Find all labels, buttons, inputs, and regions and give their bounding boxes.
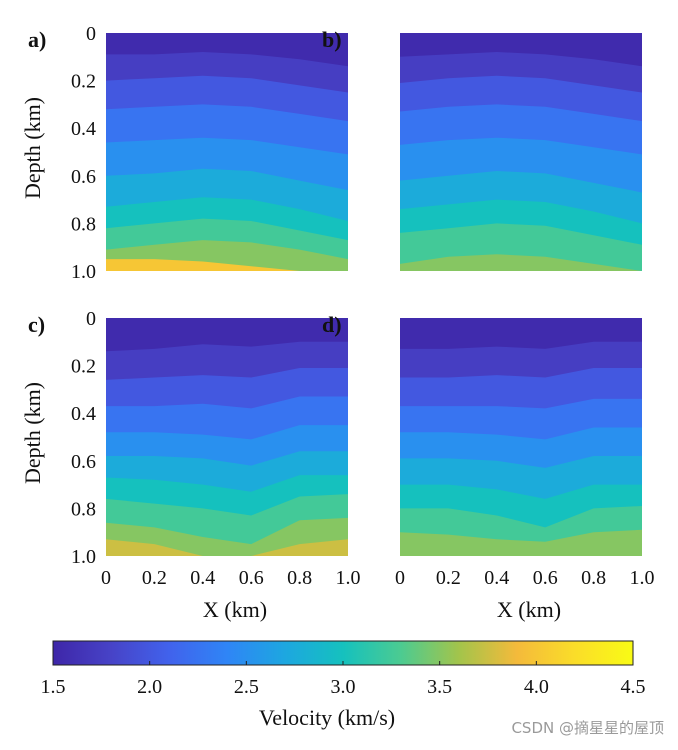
y-tick-label: 0.4 xyxy=(71,403,96,425)
x-tick-label: 1.0 xyxy=(630,567,655,589)
velocity-layers xyxy=(106,318,348,556)
colorbar-tick-label: 3.5 xyxy=(427,676,452,698)
panel-4: d) 0 0.2 0.4 0.6 0.8 1.0 X (km) xyxy=(322,312,655,622)
x-axis-label: X (km) xyxy=(203,597,267,622)
panel-label: c) xyxy=(28,312,45,337)
y-axis-label: Depth (km) xyxy=(20,382,45,484)
y-tick-label: 0.8 xyxy=(71,498,96,520)
x-tick-label: 0.4 xyxy=(190,567,215,589)
y-tick-label: 0.4 xyxy=(71,118,96,140)
x-tick-label: 0.8 xyxy=(287,567,312,589)
x-tick-label: 0.2 xyxy=(436,567,461,589)
x-tick-label: 0 xyxy=(101,567,111,589)
y-axis-label: Depth (km) xyxy=(20,97,45,199)
y-tick-label: 1.0 xyxy=(71,261,96,283)
layer-9 xyxy=(106,539,348,556)
y-tick-label: 0.2 xyxy=(71,71,96,93)
x-tick-label: 0.6 xyxy=(533,567,558,589)
y-tick-label: 0.6 xyxy=(71,451,96,473)
panel-1: a) 0 0.2 0.4 0.6 0.8 1.0 Depth (km) xyxy=(20,23,348,283)
y-tick-label: 0 xyxy=(86,23,96,45)
layer-9 xyxy=(106,259,348,271)
colorbar-tick-label: 2.5 xyxy=(234,676,259,698)
colorbar-tick-label: 4.5 xyxy=(621,676,646,698)
y-tick-label: 0 xyxy=(86,308,96,330)
x-tick-label: 0.6 xyxy=(239,567,264,589)
colorbar-tick-label: 3.0 xyxy=(331,676,356,698)
x-tick-label: 0.8 xyxy=(581,567,606,589)
x-axis-label: X (km) xyxy=(497,597,561,622)
velocity-layers xyxy=(400,318,642,556)
layer-8 xyxy=(400,529,642,556)
panel-2: b) xyxy=(322,27,642,271)
colorbar-tick-label: 1.5 xyxy=(41,676,66,698)
x-tick-label: 0.2 xyxy=(142,567,167,589)
colorbar-label: Velocity (km/s) xyxy=(259,705,395,730)
panel-3: c) 0 0.2 0.4 0.6 0.8 1.0 Depth (km) 0 0.2 0.4 0.6 0.… xyxy=(20,308,361,622)
layer-8 xyxy=(106,517,348,556)
panel-label: d) xyxy=(322,312,342,337)
x-tick-label: 1.0 xyxy=(336,567,361,589)
watermark-text: CSDN @摘星星的屋顶 xyxy=(511,719,664,737)
colorbar-tick-label: 2.0 xyxy=(137,676,162,698)
panel-label: a) xyxy=(28,27,46,52)
y-tick-label: 1.0 xyxy=(71,546,96,568)
layer-8 xyxy=(400,254,642,271)
colorbar: 1.5 2.0 2.5 3.0 3.5 4.0 4.5 Velocity (km/s) xyxy=(41,640,646,730)
y-tick-label: 0.6 xyxy=(71,166,96,188)
y-tick-label: 0.8 xyxy=(71,213,96,235)
velocity-layers xyxy=(106,33,348,271)
velocity-layers xyxy=(400,33,642,271)
x-tick-label: 0 xyxy=(395,567,405,589)
panel-label: b) xyxy=(322,27,342,52)
panels-group: a) 0 0.2 0.4 0.6 0.8 1.0 Depth (km) b) c) 0 0.2 0.4 0… xyxy=(20,23,655,622)
y-tick-label: 0.2 xyxy=(71,356,96,378)
x-tick-label: 0.4 xyxy=(484,567,509,589)
colorbar-tick-label: 4.0 xyxy=(524,676,549,698)
